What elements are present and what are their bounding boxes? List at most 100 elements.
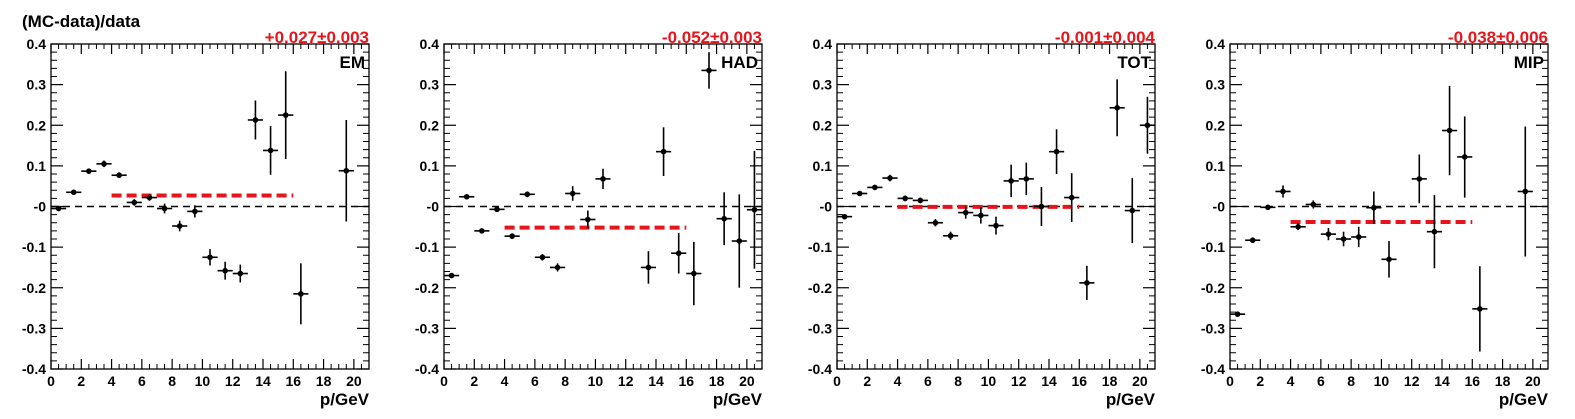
data-point bbox=[912, 197, 928, 204]
data-marker bbox=[1265, 204, 1271, 211]
x-axis: 0 2 4 6 8 10 12 14 16 18 20 bbox=[47, 44, 370, 389]
data-marker bbox=[222, 267, 228, 274]
data-points bbox=[1230, 85, 1533, 352]
data-marker bbox=[1386, 256, 1392, 263]
y-axis-title: (MC-data)/data bbox=[22, 12, 141, 31]
data-points bbox=[51, 71, 354, 325]
x-tick-label: 16 bbox=[285, 373, 301, 389]
x-tick-label: 12 bbox=[225, 373, 241, 389]
data-marker bbox=[509, 233, 515, 239]
y-tick-label: -0 bbox=[34, 199, 47, 215]
x-tick-label: 20 bbox=[1132, 373, 1148, 389]
data-point bbox=[565, 186, 581, 201]
data-point bbox=[640, 251, 656, 284]
data-marker bbox=[86, 168, 92, 174]
data-point bbox=[1305, 200, 1321, 209]
data-point bbox=[943, 231, 959, 240]
y-tick-label: -0.4 bbox=[415, 361, 439, 377]
data-marker bbox=[1371, 204, 1377, 211]
x-tick-label: 16 bbox=[1464, 373, 1480, 389]
y-tick-label: 0.2 bbox=[1206, 117, 1226, 133]
x-tick-label: 8 bbox=[168, 373, 176, 389]
data-point bbox=[656, 127, 672, 177]
panel-tot: -0.4 -0.3 -0.2 -0.1 -0 0.1 0.2 0.3 0.4 0 2 4 6 8 10 12… bbox=[808, 28, 1156, 409]
data-point bbox=[716, 192, 732, 246]
data-marker bbox=[1446, 127, 1453, 134]
data-marker bbox=[978, 212, 984, 219]
data-point bbox=[1351, 226, 1367, 248]
data-point bbox=[51, 205, 67, 212]
data-point bbox=[1230, 311, 1246, 317]
y-axis: -0.4 -0.3 -0.2 -0.1 -0 0.1 0.2 0.3 0.4 bbox=[1201, 36, 1548, 377]
y-tick-label: -0.1 bbox=[22, 239, 46, 255]
data-point bbox=[263, 126, 279, 175]
y-tick-label: 0.2 bbox=[813, 117, 833, 133]
data-marker bbox=[494, 206, 500, 213]
data-point bbox=[1003, 164, 1019, 198]
data-point bbox=[66, 189, 82, 196]
x-tick-label: 6 bbox=[1317, 373, 1325, 389]
data-point bbox=[338, 119, 354, 222]
y-tick-label: 0.1 bbox=[420, 158, 440, 174]
x-tick-label: 18 bbox=[1495, 373, 1511, 389]
y-tick-label: 0.3 bbox=[1206, 77, 1226, 93]
data-marker bbox=[902, 195, 908, 202]
data-marker bbox=[1280, 188, 1286, 195]
data-point bbox=[731, 194, 747, 288]
x-tick-label: 10 bbox=[981, 373, 997, 389]
x-tick-label: 0 bbox=[1226, 373, 1234, 389]
data-point bbox=[550, 263, 566, 272]
y-tick-label: -0.4 bbox=[1201, 361, 1225, 377]
data-marker bbox=[721, 215, 727, 222]
fit-value-label: -0.038±0.006 bbox=[1448, 28, 1548, 47]
data-marker bbox=[751, 206, 758, 213]
y-axis: -0.4 -0.3 -0.2 -0.1 -0 0.1 0.2 0.3 0.4 bbox=[22, 36, 369, 377]
data-marker bbox=[298, 291, 304, 297]
y-tick-label: 0.2 bbox=[420, 117, 440, 133]
data-point bbox=[837, 213, 853, 220]
x-tick-label: 14 bbox=[1434, 373, 1450, 389]
data-marker bbox=[1008, 178, 1014, 184]
data-point bbox=[96, 160, 112, 168]
x-tick-label: 10 bbox=[588, 373, 604, 389]
data-point bbox=[534, 254, 550, 261]
x-tick-label: 18 bbox=[1102, 373, 1118, 389]
y-tick-label: -0.1 bbox=[808, 239, 832, 255]
data-point bbox=[1517, 126, 1533, 257]
data-point bbox=[474, 228, 490, 234]
x-tick-label: 16 bbox=[1071, 373, 1087, 389]
data-marker bbox=[1068, 194, 1075, 201]
y-tick-label: 0.2 bbox=[27, 117, 47, 133]
data-point bbox=[852, 190, 868, 197]
data-marker bbox=[1325, 231, 1332, 237]
data-marker bbox=[192, 208, 198, 215]
data-marker bbox=[70, 189, 77, 196]
data-marker bbox=[1522, 188, 1529, 195]
data-marker bbox=[675, 250, 682, 257]
data-marker bbox=[101, 161, 107, 167]
data-marker bbox=[691, 270, 697, 277]
data-marker bbox=[267, 147, 274, 154]
data-point bbox=[973, 207, 989, 224]
data-marker bbox=[554, 264, 561, 271]
y-tick-label: -0.1 bbox=[1201, 239, 1225, 255]
y-tick-label: -0.3 bbox=[1201, 320, 1225, 336]
x-tick-label: 6 bbox=[138, 373, 146, 389]
data-point bbox=[1320, 228, 1336, 241]
data-point bbox=[1472, 266, 1488, 352]
data-point bbox=[1336, 231, 1352, 247]
data-point bbox=[988, 216, 1004, 235]
x-tick-label: 4 bbox=[1287, 373, 1295, 389]
data-marker bbox=[1114, 104, 1120, 111]
data-point bbox=[1064, 173, 1080, 222]
x-tick-label: 18 bbox=[316, 373, 332, 389]
data-marker bbox=[1084, 280, 1090, 286]
data-marker bbox=[932, 219, 939, 226]
y-tick-label: -0.2 bbox=[808, 280, 832, 296]
data-point bbox=[1245, 237, 1261, 244]
data-point bbox=[519, 191, 535, 198]
data-point bbox=[1079, 265, 1095, 300]
data-point bbox=[1109, 79, 1125, 137]
